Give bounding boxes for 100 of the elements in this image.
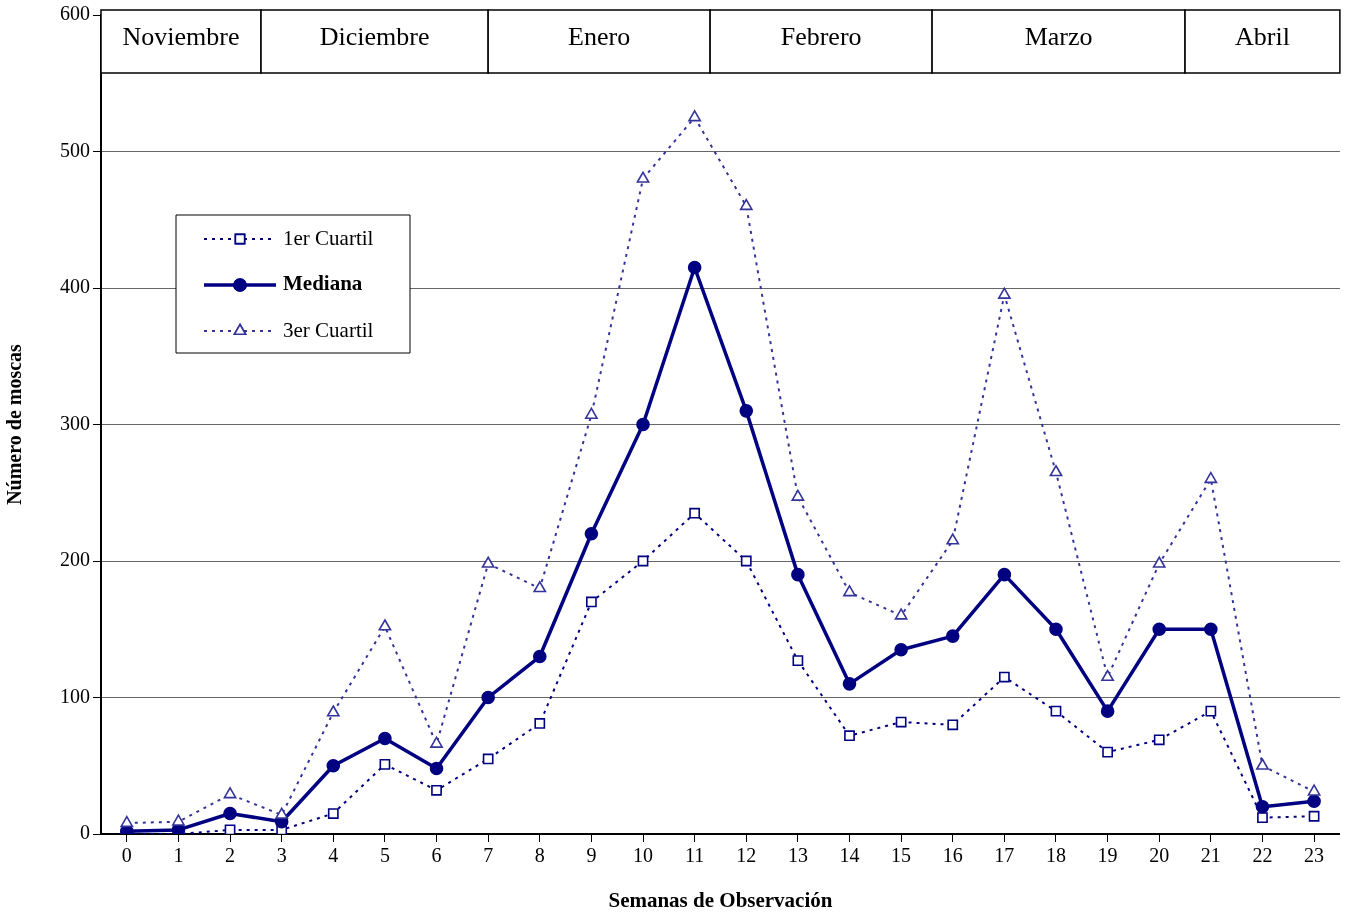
point <box>1256 758 1269 770</box>
x-tick-label: 23 <box>1304 844 1325 867</box>
x-tick-label: 1 <box>173 844 184 867</box>
point <box>1204 622 1218 637</box>
x-tick-label: 13 <box>787 844 808 867</box>
y-tick-label: 400 <box>60 275 90 298</box>
y-tick-label: 500 <box>60 138 90 161</box>
legend-label: Mediana <box>283 271 363 296</box>
point <box>792 655 804 667</box>
point <box>842 677 857 691</box>
point <box>791 489 805 501</box>
x-tick-label: 11 <box>685 844 705 867</box>
point <box>482 753 494 765</box>
point <box>430 736 443 748</box>
x-tick-label: 18 <box>1045 844 1066 867</box>
y-tick-label: 600 <box>60 2 90 25</box>
point <box>687 260 702 275</box>
x-tick-label: 10 <box>633 844 654 867</box>
point <box>584 407 598 419</box>
point <box>997 567 1012 582</box>
x-tick-label: 9 <box>586 844 597 867</box>
point <box>689 507 701 519</box>
point <box>791 567 805 582</box>
point <box>1257 812 1268 824</box>
point <box>533 581 547 593</box>
point <box>429 761 444 776</box>
point <box>1100 704 1115 718</box>
point <box>378 731 392 746</box>
x-tick-label: 19 <box>1097 844 1118 867</box>
band-label: Marzo <box>1024 21 1093 51</box>
x-tick-label: 21 <box>1200 844 1221 867</box>
point <box>739 404 754 418</box>
point <box>224 824 236 834</box>
x-tick-label: 14 <box>839 844 860 867</box>
point <box>327 808 339 819</box>
point <box>223 806 237 821</box>
legend-label: 3er Cuartil <box>283 317 374 342</box>
point <box>947 719 959 731</box>
point <box>894 608 908 620</box>
point <box>584 526 599 541</box>
x-tick-label: 0 <box>121 844 132 867</box>
x-tick-label: 16 <box>942 844 963 867</box>
y-tick-label: 0 <box>80 821 90 844</box>
y-tick-label: 100 <box>60 684 90 707</box>
x-tick-label: 20 <box>1149 844 1170 867</box>
point <box>740 555 752 567</box>
point <box>275 807 289 819</box>
y-axis-title: Número de moscas <box>3 343 26 505</box>
point <box>223 787 237 799</box>
point <box>843 585 856 597</box>
point <box>945 629 960 643</box>
legend-label: 1er Cuartil <box>283 225 374 250</box>
band-label: Enero <box>568 21 631 51</box>
x-tick-label: 6 <box>431 844 442 867</box>
x-tick-label: 17 <box>994 844 1015 867</box>
band-label: Febrero <box>780 21 862 51</box>
point <box>379 758 391 770</box>
band-label: Abril <box>1235 21 1290 51</box>
point <box>946 533 960 545</box>
x-tick-label: 3 <box>276 844 287 867</box>
point <box>688 110 702 122</box>
x-tick-label: 5 <box>379 844 390 867</box>
point <box>895 716 907 728</box>
point <box>1152 556 1166 568</box>
point <box>844 730 855 742</box>
point <box>1050 705 1062 717</box>
x-tick-label: 22 <box>1252 844 1273 867</box>
point <box>1204 471 1218 484</box>
point <box>1255 799 1270 814</box>
point <box>586 596 597 608</box>
point <box>120 815 134 828</box>
point <box>1205 705 1217 717</box>
point <box>481 556 495 568</box>
x-tick-label: 7 <box>483 844 494 867</box>
x-tick-label: 2 <box>225 844 236 867</box>
point <box>1307 784 1321 796</box>
x-tick-label: 15 <box>891 844 912 867</box>
point <box>1101 669 1115 682</box>
point <box>532 649 547 664</box>
point <box>1308 810 1320 822</box>
point <box>1153 734 1165 746</box>
point <box>534 718 546 729</box>
point <box>481 690 495 705</box>
point <box>739 198 753 211</box>
point <box>1049 622 1063 637</box>
x-tick-label: 4 <box>328 844 339 867</box>
point <box>326 705 340 717</box>
point <box>431 784 442 796</box>
point <box>1307 794 1321 809</box>
point <box>1152 622 1167 637</box>
point <box>378 619 392 631</box>
point <box>997 287 1011 299</box>
point <box>172 814 185 826</box>
point <box>326 758 341 773</box>
point <box>1049 464 1063 477</box>
x-tick-label: 12 <box>736 844 757 867</box>
x-tick-label: 8 <box>534 844 545 867</box>
x-axis-title: Semanas de Observación <box>608 887 833 912</box>
point <box>636 171 650 183</box>
point <box>636 417 650 432</box>
